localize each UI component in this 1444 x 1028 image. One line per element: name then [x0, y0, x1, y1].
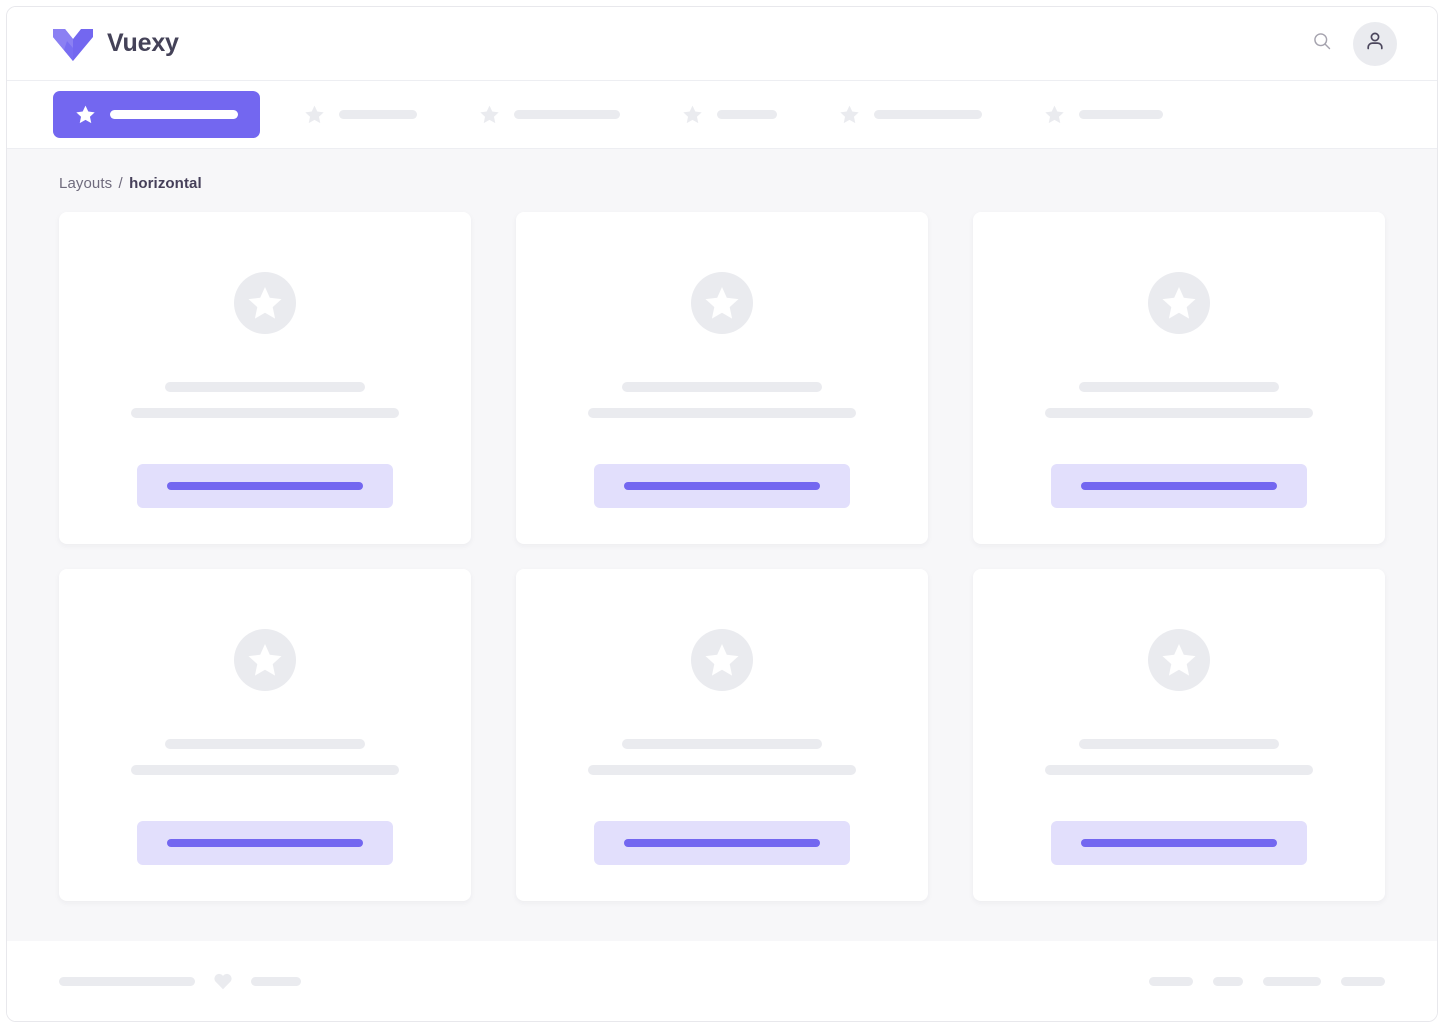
app-footer [7, 941, 1437, 1021]
horizontal-navbar [7, 81, 1437, 149]
nav-item-3[interactable] [664, 93, 795, 136]
content-card[interactable] [59, 212, 471, 544]
card-cta-label-placeholder [1080, 482, 1278, 490]
star-avatar-icon [234, 569, 296, 691]
page-content: Layouts / horizontal [7, 149, 1437, 941]
card-cta-button[interactable] [137, 821, 393, 865]
nav-item-0[interactable] [53, 91, 260, 138]
header-actions [1305, 21, 1397, 66]
footer-author-placeholder [251, 976, 301, 986]
card-cta-button[interactable] [594, 464, 850, 508]
card-grid [59, 212, 1385, 901]
card-text-placeholder [1045, 408, 1313, 418]
breadcrumb-current: horizontal [129, 175, 202, 192]
heart-icon [213, 972, 233, 990]
star-avatar-icon [1148, 212, 1210, 334]
star-avatar-icon [1148, 569, 1210, 691]
content-card[interactable] [973, 569, 1385, 901]
card-cta-label-placeholder [623, 482, 821, 490]
star-avatar-icon [691, 212, 753, 334]
nav-item-5[interactable] [1026, 93, 1181, 136]
card-title-placeholder [622, 382, 822, 392]
card-title-placeholder [165, 739, 365, 749]
user-avatar-button[interactable] [1353, 21, 1397, 66]
card-text-placeholder [131, 408, 399, 418]
star-icon [75, 104, 96, 125]
user-avatar-icon [1363, 29, 1387, 58]
card-cta-button[interactable] [137, 464, 393, 508]
card-cta-label-placeholder [623, 839, 821, 847]
content-card[interactable] [516, 569, 928, 901]
footer-link-placeholder[interactable] [1263, 976, 1321, 986]
content-card[interactable] [973, 212, 1385, 544]
vuexy-heart-logo-icon [53, 27, 93, 61]
nav-item-4[interactable] [821, 93, 1000, 136]
search-icon [1312, 31, 1332, 56]
card-cta-button[interactable] [594, 821, 850, 865]
card-title-placeholder [1079, 382, 1279, 392]
app-window: Vuexy [6, 6, 1438, 1022]
card-title-placeholder [1079, 739, 1279, 749]
breadcrumb-root[interactable]: Layouts [59, 175, 113, 192]
card-title-placeholder [622, 739, 822, 749]
breadcrumb-separator: / [118, 175, 123, 192]
nav-item-2[interactable] [461, 93, 638, 136]
content-card[interactable] [59, 569, 471, 901]
nav-item-label-placeholder [717, 110, 777, 119]
card-text-placeholder [588, 765, 856, 775]
brand-logo-link[interactable]: Vuexy [53, 27, 179, 61]
nav-item-label-placeholder [110, 110, 238, 119]
star-icon [479, 104, 500, 125]
card-cta-label-placeholder [166, 482, 364, 490]
nav-item-label-placeholder [874, 110, 982, 119]
search-button[interactable] [1305, 27, 1339, 61]
footer-link-placeholder[interactable] [1149, 976, 1193, 986]
nav-item-label-placeholder [1079, 110, 1163, 119]
nav-item-label-placeholder [514, 110, 620, 119]
star-icon [304, 104, 325, 125]
footer-link-placeholder[interactable] [1213, 976, 1243, 986]
card-title-placeholder [165, 382, 365, 392]
card-cta-button[interactable] [1051, 464, 1307, 508]
star-avatar-icon [234, 212, 296, 334]
star-avatar-icon [691, 569, 753, 691]
footer-links-group [1149, 976, 1385, 986]
nav-item-1[interactable] [286, 93, 435, 136]
brand-name: Vuexy [107, 29, 179, 57]
footer-copyright-placeholder [59, 976, 195, 986]
card-text-placeholder [1045, 765, 1313, 775]
nav-item-label-placeholder [339, 110, 417, 119]
card-text-placeholder [588, 408, 856, 418]
card-text-placeholder [131, 765, 399, 775]
star-icon [839, 104, 860, 125]
star-icon [682, 104, 703, 125]
app-header: Vuexy [7, 7, 1437, 81]
content-card[interactable] [516, 212, 928, 544]
card-cta-label-placeholder [166, 839, 364, 847]
breadcrumb: Layouts / horizontal [59, 175, 1385, 192]
card-cta-label-placeholder [1080, 839, 1278, 847]
footer-link-placeholder[interactable] [1341, 976, 1385, 986]
footer-left-group [59, 972, 301, 990]
card-cta-button[interactable] [1051, 821, 1307, 865]
star-icon [1044, 104, 1065, 125]
